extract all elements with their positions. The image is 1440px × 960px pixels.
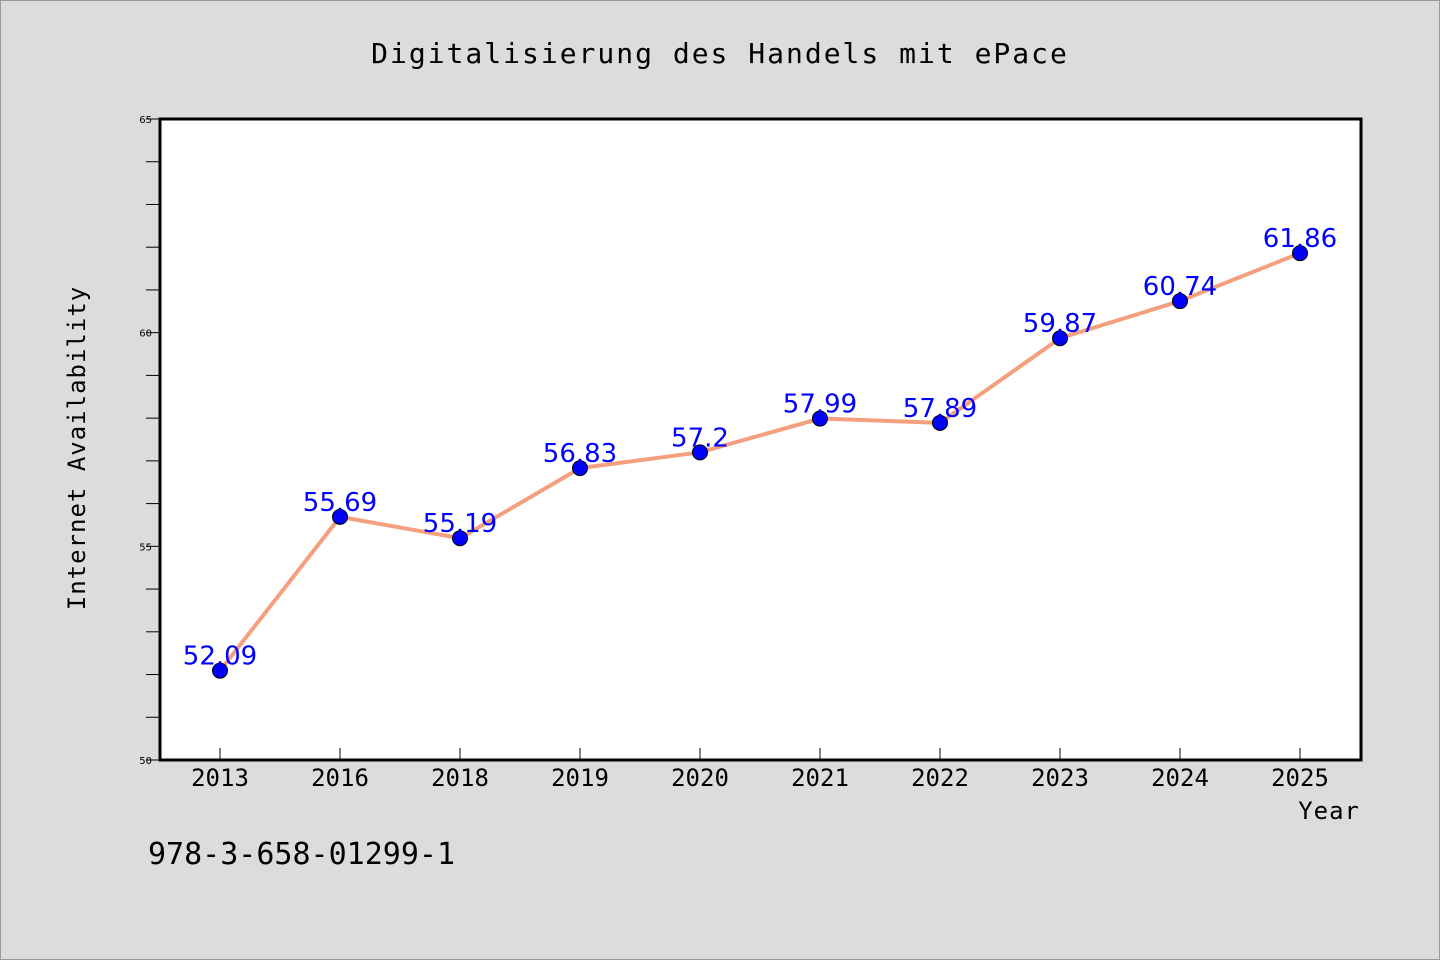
data-point: [1052, 330, 1068, 347]
y-tick-label: 50: [139, 756, 152, 767]
data-label: 55.19: [423, 509, 497, 539]
data-label: 57.89: [903, 394, 977, 424]
y-axis-label: Internet Availability: [63, 286, 91, 610]
x-tick-label: 2019: [551, 764, 609, 792]
isbn-text: 978-3-658-01299-1: [148, 837, 455, 872]
x-tick-label: 2020: [671, 764, 729, 792]
data-label: 57.99: [783, 390, 857, 420]
x-tick-label: 2013: [191, 764, 249, 792]
data-point: [812, 410, 828, 427]
plot-area: [158, 117, 1363, 762]
data-label: 60.74: [1143, 272, 1217, 302]
x-axis: 2013 2016 2018 2019 2020 2021 2022 2023 2024 2025: [191, 748, 1329, 792]
y-tick-label: 65: [139, 115, 152, 126]
y-tick-label: 55: [139, 542, 152, 553]
data-point: [1292, 245, 1308, 262]
data-label: 59.87: [1023, 309, 1097, 339]
y-axis: 50 55 60 65: [139, 115, 160, 767]
series-line: [218, 251, 1301, 672]
x-tick-label: 2024: [1151, 764, 1209, 792]
data-label: 56.83: [543, 439, 617, 469]
data-point: [572, 460, 588, 477]
x-tick-label: 2023: [1031, 764, 1089, 792]
chart-title: Digitalisierung des Handels mit ePace: [371, 37, 1069, 70]
x-tick-label: 2025: [1271, 764, 1329, 792]
series-layer: 52.09 55.69 55.19 56.83 57.2 57.99 57.89 59.87 6…: [183, 224, 1337, 679]
data-point: [1172, 293, 1188, 310]
data-point: [932, 414, 948, 431]
data-label: 55.69: [303, 488, 377, 518]
data-point: [212, 662, 228, 679]
data-point: [452, 530, 468, 547]
data-label: 61.86: [1263, 224, 1337, 254]
data-label: 52.09: [183, 642, 257, 672]
x-tick-label: 2016: [311, 764, 369, 792]
data-label: 57.2: [671, 423, 729, 453]
x-axis-label: Year: [1298, 797, 1360, 825]
y-tick-label: 60: [139, 329, 152, 340]
x-tick-label: 2018: [431, 764, 489, 792]
x-tick-label: 2022: [911, 764, 969, 792]
data-point: [332, 508, 348, 525]
data-point: [692, 444, 708, 461]
x-tick-label: 2021: [791, 764, 849, 792]
